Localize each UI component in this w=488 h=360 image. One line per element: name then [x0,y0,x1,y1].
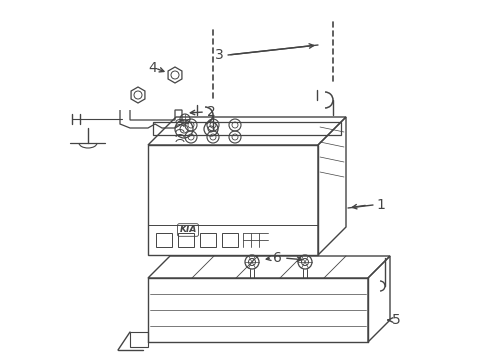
Text: 6: 6 [272,251,281,265]
Bar [153,122,340,135]
Text: 2: 2 [206,105,215,119]
Bar [222,233,238,247]
Bar [156,233,172,247]
Text: KIA: KIA [179,225,196,234]
Bar [178,233,194,247]
Bar [148,145,317,255]
Bar [200,233,216,247]
Text: 3: 3 [215,48,224,62]
Text: 5: 5 [391,313,400,327]
Text: 1: 1 [375,198,384,212]
Text: 4: 4 [148,61,157,75]
